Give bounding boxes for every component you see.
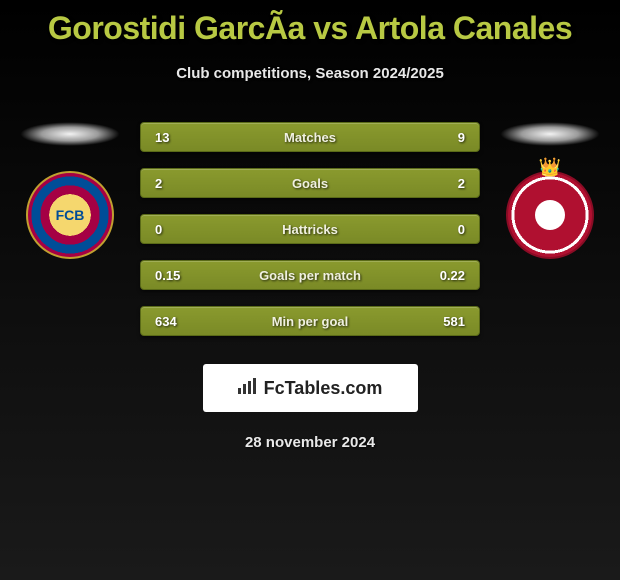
left-club-badge (26, 171, 114, 259)
stat-left-value: 0 (155, 222, 195, 237)
season-subtitle: Club competitions, Season 2024/2025 (0, 65, 620, 82)
stat-label: Matches (195, 130, 425, 145)
stat-row-matches: 13 Matches 9 (140, 122, 480, 152)
stat-left-value: 2 (155, 176, 195, 191)
stat-right-value: 0.22 (425, 268, 465, 283)
stat-label: Min per goal (195, 314, 425, 329)
stat-right-value: 0 (425, 222, 465, 237)
ellipse-shadow-icon (500, 122, 600, 146)
stat-right-value: 2 (425, 176, 465, 191)
brand-watermark: FcTables.com (203, 364, 418, 412)
snapshot-date: 28 november 2024 (0, 434, 620, 451)
stat-left-value: 13 (155, 130, 195, 145)
stat-right-value: 9 (425, 130, 465, 145)
stat-row-mpg: 634 Min per goal 581 (140, 306, 480, 336)
ellipse-shadow-icon (20, 122, 120, 146)
brand-text: FcTables.com (264, 378, 383, 399)
left-club-column (20, 122, 120, 259)
comparison-title: Gorostidi GarcÃ­a vs Artola Canales (0, 0, 620, 47)
chart-icon (238, 378, 258, 399)
stats-column: 13 Matches 9 2 Goals 2 0 Hattricks 0 0.1… (120, 122, 500, 352)
stat-row-goals: 2 Goals 2 (140, 168, 480, 198)
stat-right-value: 581 (425, 314, 465, 329)
stat-label: Goals (195, 176, 425, 191)
stat-left-value: 0.15 (155, 268, 195, 283)
stat-label: Hattricks (195, 222, 425, 237)
stat-left-value: 634 (155, 314, 195, 329)
right-club-column (500, 122, 600, 259)
comparison-main: 13 Matches 9 2 Goals 2 0 Hattricks 0 0.1… (0, 122, 620, 352)
stat-row-hattricks: 0 Hattricks 0 (140, 214, 480, 244)
right-club-badge (506, 171, 594, 259)
stat-label: Goals per match (195, 268, 425, 283)
stat-row-gpm: 0.15 Goals per match 0.22 (140, 260, 480, 290)
